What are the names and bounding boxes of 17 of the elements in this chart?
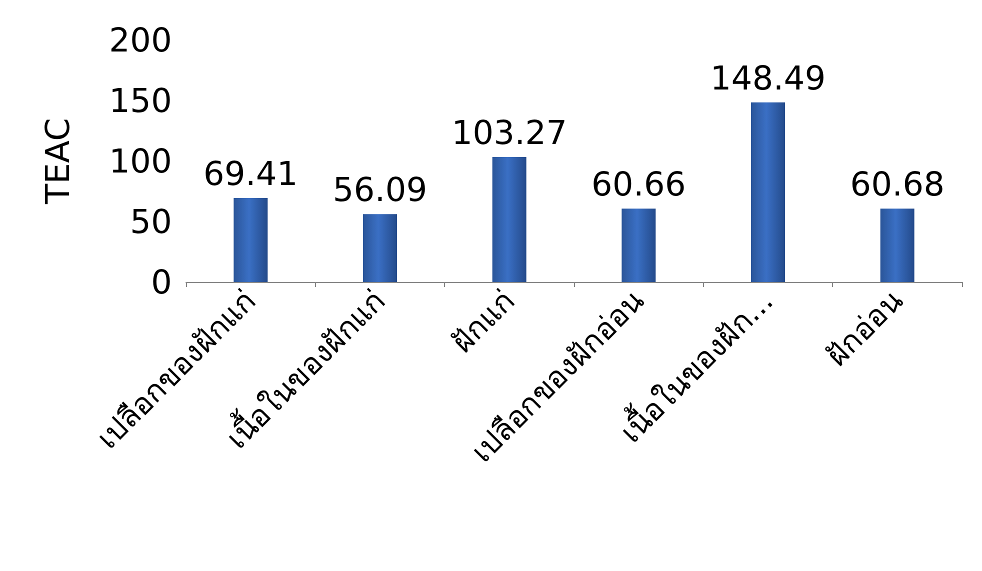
data-label: 103.27 xyxy=(452,113,568,152)
bar xyxy=(363,214,397,282)
data-label: 60.68 xyxy=(850,164,945,204)
data-label: 60.66 xyxy=(591,164,686,204)
y-tick-label: 100 xyxy=(109,142,172,180)
bar xyxy=(622,208,656,282)
data-label: 148.49 xyxy=(710,58,826,98)
y-axis-title: TEAC xyxy=(38,118,77,206)
bar xyxy=(234,198,268,282)
bar xyxy=(880,208,914,282)
bar xyxy=(751,102,785,282)
data-label: 56.09 xyxy=(332,170,428,210)
y-tick-label: 50 xyxy=(130,202,172,241)
y-tick-label: 200 xyxy=(109,20,172,60)
bar xyxy=(492,157,526,282)
data-label: 69.41 xyxy=(203,154,298,194)
y-tick-label: 150 xyxy=(109,81,172,120)
